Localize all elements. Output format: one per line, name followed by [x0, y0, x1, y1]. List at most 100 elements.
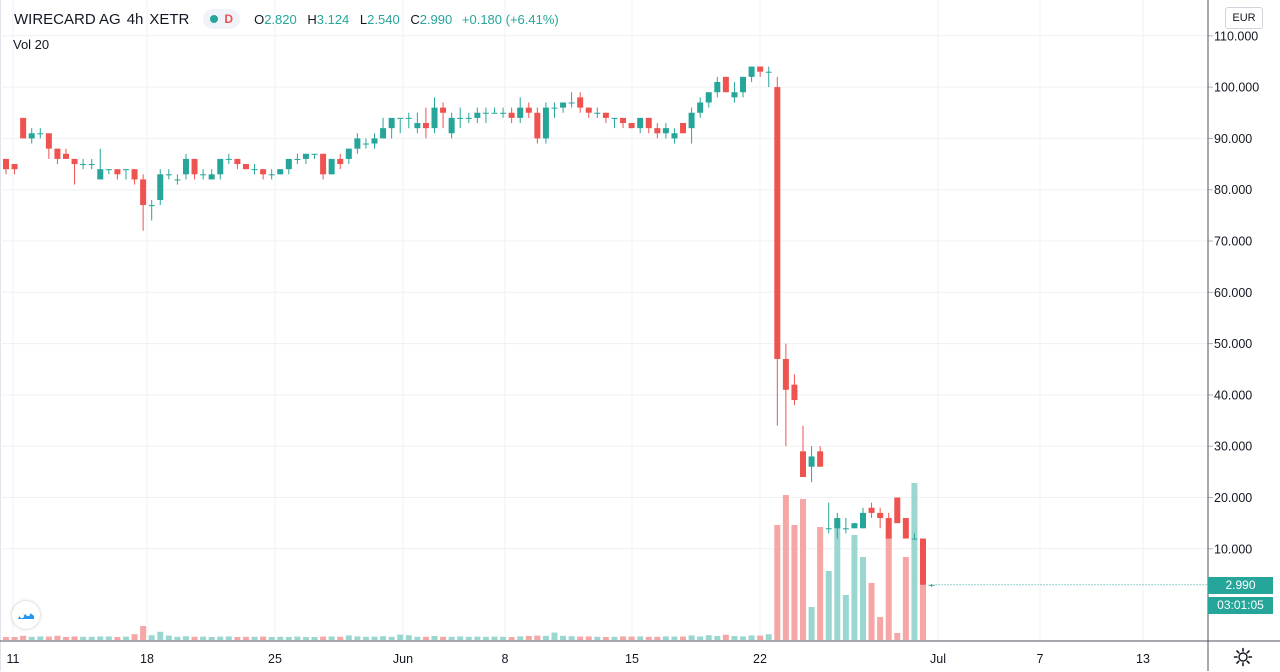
time-tick-label: 8	[502, 652, 509, 666]
candle-body	[585, 107, 592, 113]
volume-bar	[740, 636, 747, 640]
candle-body	[354, 138, 361, 149]
candle-body	[11, 164, 18, 170]
candle-body	[440, 107, 447, 113]
interval-label[interactable]: 4h	[126, 10, 144, 28]
volume-bar	[722, 634, 729, 640]
candle-body	[122, 169, 129, 171]
volume-bar	[834, 523, 841, 640]
candle-body	[482, 112, 489, 114]
volume-bar	[714, 636, 721, 640]
candle-body	[208, 174, 215, 180]
price-tick-label: 70.000	[1214, 235, 1252, 249]
volume-bar	[877, 617, 884, 640]
volume-bar	[594, 636, 601, 640]
exchange-label: XETR	[149, 10, 190, 28]
volume-bar	[508, 637, 515, 640]
time-tick-label: 25	[268, 652, 282, 666]
settings-icon[interactable]	[1233, 647, 1253, 667]
candle-body	[628, 123, 635, 129]
volume-bar	[602, 637, 609, 640]
time-tick-label: 13	[1136, 652, 1150, 666]
candle-body	[200, 174, 207, 176]
candle-body	[345, 148, 352, 159]
volume-bar	[80, 636, 87, 640]
volume-bar	[277, 636, 284, 640]
volume-bar	[20, 635, 27, 640]
volume-bar	[620, 636, 627, 640]
price-tick-label: 110.000	[1214, 29, 1258, 43]
market-open-dot-icon	[210, 15, 219, 23]
volume-bar	[268, 637, 275, 640]
candle-body	[911, 538, 918, 540]
candle-body	[637, 117, 644, 129]
market-status-pill[interactable]: D	[203, 9, 241, 29]
volume-bar	[902, 557, 909, 640]
candle-body	[88, 164, 95, 166]
volume-bar	[440, 636, 447, 640]
volume-bar	[825, 571, 832, 640]
volume-bar	[474, 636, 481, 640]
volume-bar	[165, 635, 172, 640]
candle-body	[894, 497, 901, 524]
candle-body	[551, 107, 558, 109]
candle-body	[748, 66, 755, 77]
candle-body	[491, 112, 498, 114]
candle-body	[885, 518, 892, 539]
volume-bar	[148, 635, 155, 640]
candle-body	[388, 117, 395, 129]
open-value: 2.820	[264, 11, 297, 27]
candle-body	[54, 148, 61, 159]
candle-body	[825, 528, 832, 530]
volume-bar	[645, 636, 652, 640]
candle-body	[782, 358, 789, 390]
symbol-name[interactable]: WIRECARD AG	[14, 10, 121, 28]
candle-body	[431, 107, 438, 129]
volume-bar	[817, 527, 824, 640]
candle-body	[722, 76, 729, 93]
symbol-legend[interactable]: WIRECARD AG 4h XETR D O2.820 H3.124 L2.5…	[14, 9, 559, 29]
candle-body	[97, 169, 104, 180]
candle-body	[680, 123, 687, 134]
tradingview-logo-icon[interactable]	[12, 601, 40, 629]
volume-bar	[688, 635, 695, 640]
candle-body	[757, 66, 764, 72]
volume-bar	[397, 634, 404, 640]
volume-bar	[3, 637, 9, 640]
candle-body	[174, 179, 181, 181]
candle-body	[448, 117, 455, 134]
volume-bar	[105, 636, 112, 640]
candle-body	[542, 107, 549, 139]
volume-bar	[577, 636, 584, 640]
volume-bar	[542, 635, 549, 640]
volume-indicator-label[interactable]: Vol 20	[13, 37, 50, 52]
volume-bar	[191, 636, 198, 640]
candle-body	[311, 153, 318, 155]
volume-bar	[671, 636, 678, 640]
candle-body	[517, 107, 524, 118]
candle-body	[877, 512, 884, 519]
volume-bar	[422, 636, 429, 640]
time-tick-label: 22	[753, 652, 767, 666]
time-tick-label: 15	[625, 652, 639, 666]
high-label: H	[307, 11, 317, 27]
volume-bar	[611, 636, 618, 640]
candle-body	[45, 133, 52, 149]
candle-body	[217, 158, 224, 175]
candle-body	[714, 81, 721, 93]
volume-bar	[842, 595, 849, 640]
candle-body	[414, 123, 421, 129]
volume-bar	[71, 636, 78, 640]
volume-bar	[919, 575, 926, 640]
candle-body	[902, 518, 909, 539]
volume-bar	[731, 636, 738, 640]
candle-body	[165, 174, 172, 176]
candle-body	[919, 538, 926, 585]
candle-body	[525, 107, 532, 113]
bar-countdown-label: 03:01:05	[1208, 597, 1273, 614]
currency-button[interactable]: EUR	[1225, 7, 1263, 29]
volume-bar	[585, 636, 592, 640]
candle-body	[62, 153, 69, 159]
